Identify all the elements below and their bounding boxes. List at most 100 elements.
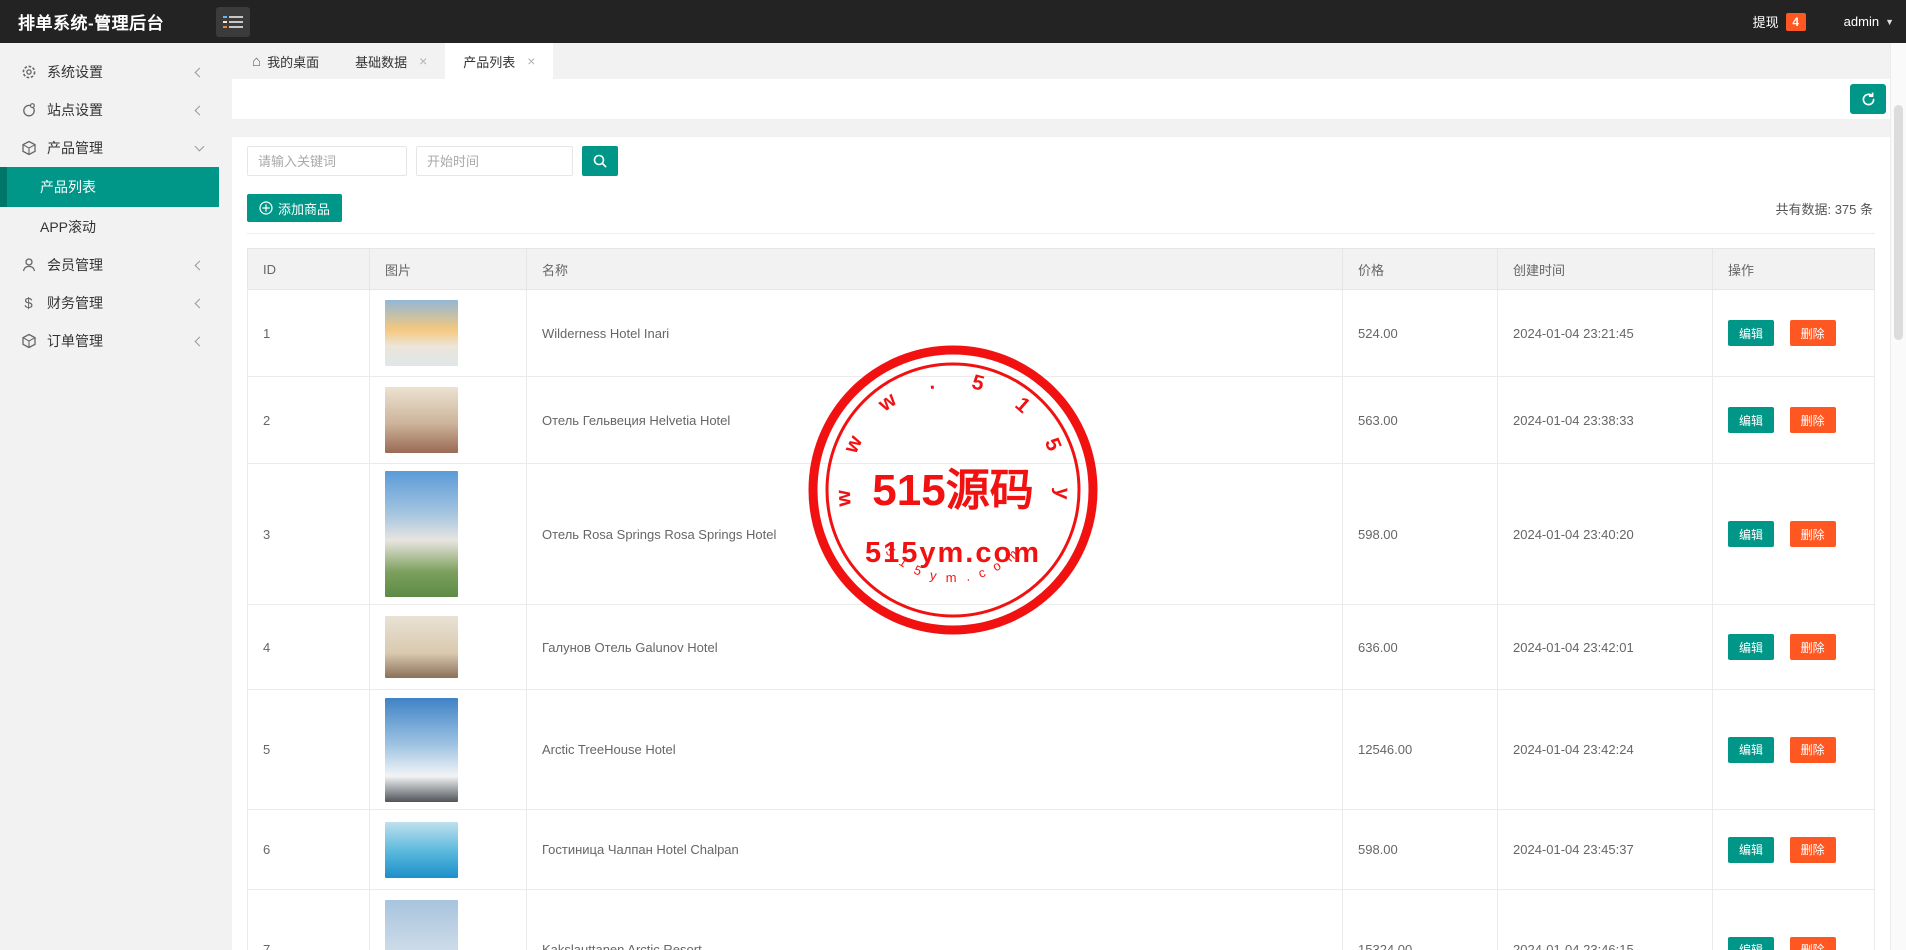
sidebar-subitem-label: APP滚动 — [40, 218, 97, 235]
edit-button[interactable]: 编辑 — [1728, 521, 1775, 547]
product-table: ID 图片 名称 价格 创建时间 操作 1 Wilderness Hotel I… — [247, 248, 1875, 950]
cell-id: 6 — [247, 809, 370, 890]
cube-icon — [20, 333, 37, 350]
edit-button[interactable]: 编辑 — [1728, 407, 1775, 433]
sidebar-item-member-management[interactable]: 会员管理 — [0, 246, 219, 284]
start-date-input[interactable] — [416, 146, 573, 176]
tab-bar: ⌂ 我的桌面 基础数据 × 产品列表 × — [219, 43, 1890, 79]
search-icon — [593, 154, 607, 168]
cell-name: Отель Rosa Springs Rosa Springs Hotel — [526, 463, 1343, 605]
user-menu[interactable]: admin ▼ — [1844, 14, 1894, 29]
delete-button[interactable]: 删除 — [1789, 936, 1836, 950]
column-header-actions: 操作 — [1712, 248, 1875, 290]
site-icon — [20, 102, 37, 119]
gear-icon — [20, 64, 37, 81]
search-button[interactable] — [582, 146, 618, 176]
keyword-input[interactable] — [247, 146, 407, 176]
chevron-left-icon — [194, 336, 205, 346]
sidebar-item-product-list[interactable]: 产品列表 — [0, 167, 219, 207]
refresh-button[interactable] — [1850, 84, 1886, 114]
product-image — [385, 300, 458, 366]
sidebar-item-system-settings[interactable]: 系统设置 — [0, 53, 219, 91]
add-product-button[interactable]: 添加商品 — [247, 194, 343, 222]
edit-button[interactable]: 编辑 — [1728, 320, 1775, 346]
delete-button[interactable]: 删除 — [1789, 320, 1836, 346]
cell-price: 598.00 — [1342, 809, 1498, 890]
tab-product-list[interactable]: 产品列表 × — [445, 43, 554, 79]
column-header-image: 图片 — [369, 248, 527, 290]
cell-name: Wilderness Hotel Inari — [526, 289, 1343, 377]
sidebar-item-label: 财务管理 — [47, 295, 103, 311]
cell-id: 1 — [247, 289, 370, 377]
delete-button[interactable]: 删除 — [1789, 634, 1836, 660]
table-row: 6 Гостиница Чалпан Hotel Chalpan 598.00 … — [247, 809, 1875, 890]
product-image — [385, 899, 458, 950]
add-product-label: 添加商品 — [278, 201, 331, 217]
sidebar-item-product-management[interactable]: 产品管理 — [0, 129, 219, 167]
edit-button[interactable]: 编辑 — [1728, 634, 1775, 660]
tab-label: 产品列表 — [463, 54, 516, 70]
dollar-icon: $ — [24, 294, 33, 312]
sidebar-item-label: 产品管理 — [47, 140, 103, 156]
cell-name: Галунов Отель Galunov Hotel — [526, 604, 1343, 690]
column-header-price: 价格 — [1342, 248, 1498, 290]
cell-created: 2024-01-04 23:40:20 — [1497, 463, 1713, 605]
delete-button[interactable]: 删除 — [1789, 407, 1836, 433]
total-count-text: 共有数据: 375 条 — [1775, 201, 1873, 217]
table-row: 1 Wilderness Hotel Inari 524.00 2024-01-… — [247, 289, 1875, 377]
sidebar-item-label: 订单管理 — [47, 333, 103, 349]
sidebar-item-label: 站点设置 — [47, 102, 103, 118]
sidebar-item-order-management[interactable]: 订单管理 — [0, 322, 219, 360]
tab-basic-data[interactable]: 基础数据 × — [337, 43, 445, 79]
sidebar-item-label: 会员管理 — [47, 257, 103, 273]
cell-id: 4 — [247, 604, 370, 690]
cell-price: 563.00 — [1342, 376, 1498, 464]
chevron-left-icon — [194, 105, 205, 115]
close-icon[interactable]: × — [419, 53, 428, 69]
cell-price: 598.00 — [1342, 463, 1498, 605]
cell-created: 2024-01-04 23:42:01 — [1497, 604, 1713, 690]
close-icon[interactable]: × — [527, 53, 536, 69]
cell-id: 3 — [247, 463, 370, 605]
app-title: 排单系统-管理后台 — [18, 14, 165, 33]
cell-created: 2024-01-04 23:42:24 — [1497, 689, 1713, 810]
table-row: 7 Kakslauttanen Arctic Resort 15324.00 2… — [247, 889, 1875, 950]
scrollbar[interactable] — [1890, 43, 1906, 950]
edit-button[interactable]: 编辑 — [1728, 936, 1775, 950]
cell-id: 5 — [247, 689, 370, 810]
cell-name: Arctic TreeHouse Hotel — [526, 689, 1343, 810]
cell-created: 2024-01-04 23:45:37 — [1497, 809, 1713, 890]
delete-button[interactable]: 删除 — [1789, 836, 1836, 863]
column-header-name: 名称 — [526, 248, 1343, 290]
column-header-created: 创建时间 — [1497, 248, 1713, 290]
cube-icon — [20, 140, 37, 157]
plus-circle-icon — [259, 201, 273, 215]
caret-down-icon: ▼ — [1885, 16, 1894, 27]
product-image — [385, 387, 458, 453]
chevron-left-icon — [194, 260, 205, 270]
hamburger-menu-icon[interactable] — [216, 6, 251, 37]
cell-price: 15324.00 — [1342, 889, 1498, 950]
edit-button[interactable]: 编辑 — [1728, 736, 1775, 763]
sidebar-item-app-scroll[interactable]: APP滚动 — [0, 207, 219, 246]
edit-button[interactable]: 编辑 — [1728, 836, 1775, 863]
cell-created: 2024-01-04 23:21:45 — [1497, 289, 1713, 377]
sidebar-item-site-settings[interactable]: 站点设置 — [0, 91, 219, 129]
sidebar-subitem-label: 产品列表 — [40, 179, 96, 195]
scrollbar-thumb[interactable] — [1894, 105, 1903, 340]
sidebar: 系统设置 站点设置 产品管理 产品列表 APP滚动 会员管理 — [0, 43, 219, 950]
tab-desktop[interactable]: ⌂ 我的桌面 — [234, 43, 337, 79]
tab-label: 基础数据 — [355, 54, 408, 70]
delete-button[interactable]: 删除 — [1789, 736, 1836, 763]
delete-button[interactable]: 删除 — [1789, 521, 1836, 547]
cell-id: 7 — [247, 889, 370, 950]
table-row: 4 Галунов Отель Galunov Hotel 636.00 202… — [247, 604, 1875, 690]
content-card: 添加商品 共有数据: 375 条 ID 图片 名称 价格 创建时间 操作 — [232, 137, 1890, 950]
withdraw-link[interactable]: 提现 4 — [1753, 12, 1806, 31]
topbar: 排单系统-管理后台 提现 4 admin ▼ — [0, 0, 1906, 43]
product-image — [385, 471, 458, 597]
sidebar-item-label: 系统设置 — [47, 64, 103, 80]
tab-label: 我的桌面 — [267, 54, 320, 70]
sidebar-item-finance-management[interactable]: $ 财务管理 — [0, 284, 219, 322]
cell-price: 636.00 — [1342, 604, 1498, 690]
